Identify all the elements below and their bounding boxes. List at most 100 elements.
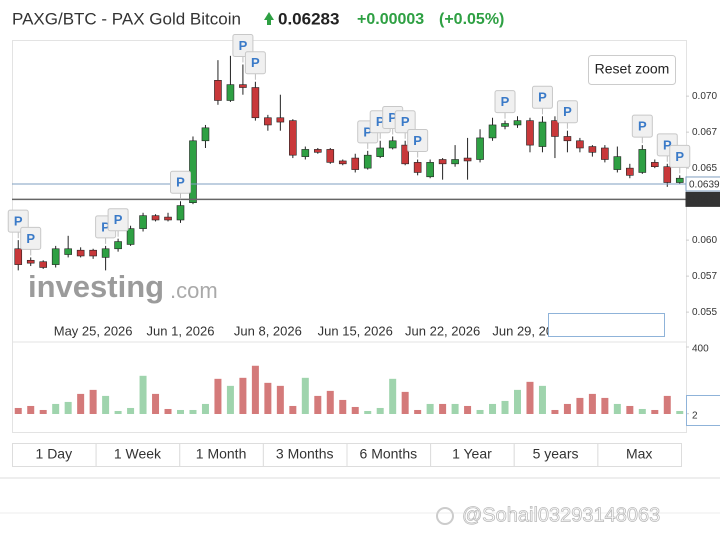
- volume-bar: [663, 395, 671, 414]
- symbol-title: PAXG/BTC - PAX Gold Bitcoin: [12, 9, 241, 28]
- flag-label[interactable]: P: [538, 90, 547, 105]
- flag-box[interactable]: [244, 51, 266, 75]
- news-flag[interactable]: P: [20, 226, 42, 256]
- flag-label[interactable]: P: [239, 38, 248, 53]
- flag-box[interactable]: [531, 85, 553, 109]
- volume-bar: [52, 403, 60, 414]
- range-tab[interactable]: Max: [597, 443, 682, 467]
- flag-label[interactable]: P: [26, 231, 35, 246]
- tab-label[interactable]: 5 years: [533, 446, 579, 462]
- tab-label[interactable]: Max: [626, 446, 652, 462]
- button-frame[interactable]: [588, 55, 676, 85]
- news-flag[interactable]: P: [407, 129, 429, 158]
- volume-bar: [514, 389, 521, 414]
- flag-label[interactable]: P: [101, 219, 110, 234]
- flag-box[interactable]: [407, 129, 429, 153]
- news-flag[interactable]: P: [394, 110, 416, 139]
- range-tab[interactable]: 5 years: [513, 443, 599, 467]
- range-tab[interactable]: 1 Month: [179, 443, 264, 467]
- range-tab[interactable]: 3 Months: [262, 443, 348, 467]
- tab-label[interactable]: 3 Months: [276, 446, 334, 462]
- candle-body: [526, 120, 534, 146]
- candle-body: [251, 87, 260, 119]
- flag-label[interactable]: P: [401, 114, 410, 129]
- candle-body: [338, 160, 347, 165]
- flag-box[interactable]: [669, 144, 691, 168]
- navigator-box: [548, 313, 665, 337]
- flag-box[interactable]: [631, 114, 653, 138]
- flag-label[interactable]: P: [14, 214, 23, 229]
- price-change-pct: (+0.05%): [439, 11, 504, 28]
- flag-box[interactable]: [107, 208, 129, 232]
- news-flag[interactable]: P: [170, 170, 191, 200]
- volume-bar: [551, 409, 559, 414]
- candle-body: [413, 162, 422, 173]
- candle-body: [501, 123, 509, 127]
- flag-box[interactable]: [20, 226, 42, 250]
- candle-body: [538, 121, 547, 147]
- flag-label[interactable]: P: [363, 124, 372, 139]
- news-flag[interactable]: P: [232, 33, 254, 63]
- watermark-text: @Sohail03293148063: [462, 504, 660, 526]
- news-flag[interactable]: P: [244, 51, 266, 80]
- flag-box[interactable]: [7, 209, 29, 233]
- flag-box[interactable]: [394, 110, 416, 134]
- reset-zoom-button[interactable]: Reset zoom: [588, 55, 676, 85]
- range-tab[interactable]: 1 Year: [430, 443, 515, 467]
- tab-label[interactable]: 6 Months: [360, 446, 418, 462]
- price-label: 0.062: [689, 195, 714, 206]
- volume-bar: [439, 403, 447, 414]
- y-tick-label: 0.070: [692, 91, 717, 102]
- volume-bar: [364, 410, 372, 414]
- candle-body: [164, 216, 172, 221]
- tab-label[interactable]: 1 Week: [114, 446, 162, 462]
- flag-label[interactable]: P: [501, 94, 510, 109]
- flag-label[interactable]: P: [176, 175, 185, 190]
- news-flag[interactable]: P: [531, 85, 553, 115]
- news-flag[interactable]: P: [556, 100, 578, 129]
- x-tick-label: Jun 15, 2026: [318, 323, 393, 338]
- tab-label[interactable]: 1 Month: [196, 446, 247, 462]
- flag-box[interactable]: [232, 33, 254, 57]
- range-tab[interactable]: 6 Months: [346, 443, 432, 467]
- flag-label[interactable]: P: [413, 133, 422, 148]
- flag-box[interactable]: [494, 90, 516, 114]
- news-flag[interactable]: P: [631, 114, 653, 144]
- x-tick-label: Jun 1, 2026: [147, 323, 215, 338]
- button-label[interactable]: Reset zoom: [595, 61, 670, 77]
- range-tab[interactable]: 1 Week: [95, 443, 181, 467]
- volume-bar: [27, 405, 35, 414]
- flag-label[interactable]: P: [376, 114, 385, 129]
- range-tab[interactable]: 1 Day: [12, 443, 97, 467]
- news-flag[interactable]: P: [669, 144, 691, 174]
- flag-label[interactable]: P: [388, 110, 397, 125]
- volume-bar: [289, 405, 297, 414]
- flag-label[interactable]: P: [663, 137, 672, 152]
- y-tick-label: 0.055: [692, 307, 717, 318]
- flag-box[interactable]: [556, 100, 578, 124]
- volume-bar: [314, 395, 322, 414]
- flag-box[interactable]: [170, 170, 191, 194]
- volume-bar: [301, 377, 309, 414]
- news-flag[interactable]: P: [494, 90, 516, 119]
- flag-label[interactable]: P: [675, 149, 684, 164]
- tab-label[interactable]: 1 Year: [452, 446, 492, 462]
- flag-label[interactable]: P: [563, 104, 572, 119]
- y-tick-label: 0.067: [692, 127, 717, 138]
- flag-label[interactable]: P: [114, 212, 123, 227]
- candle-body: [89, 249, 97, 257]
- news-flag[interactable]: P: [7, 209, 29, 239]
- logo: investing .com: [28, 269, 218, 304]
- tab-frame[interactable]: [597, 443, 682, 467]
- candle-body: [26, 259, 35, 264]
- news-flag[interactable]: P: [107, 208, 129, 237]
- candle-body: [214, 80, 222, 101]
- volume-bar: [89, 389, 97, 414]
- tab-label[interactable]: 1 Day: [36, 446, 73, 462]
- flag-label[interactable]: P: [638, 119, 647, 134]
- candle-body: [438, 159, 447, 165]
- flag-label[interactable]: P: [251, 55, 260, 70]
- candle-body: [201, 127, 210, 142]
- x-tick-label: Jun 8, 2026: [234, 323, 302, 338]
- candle-body: [76, 249, 85, 257]
